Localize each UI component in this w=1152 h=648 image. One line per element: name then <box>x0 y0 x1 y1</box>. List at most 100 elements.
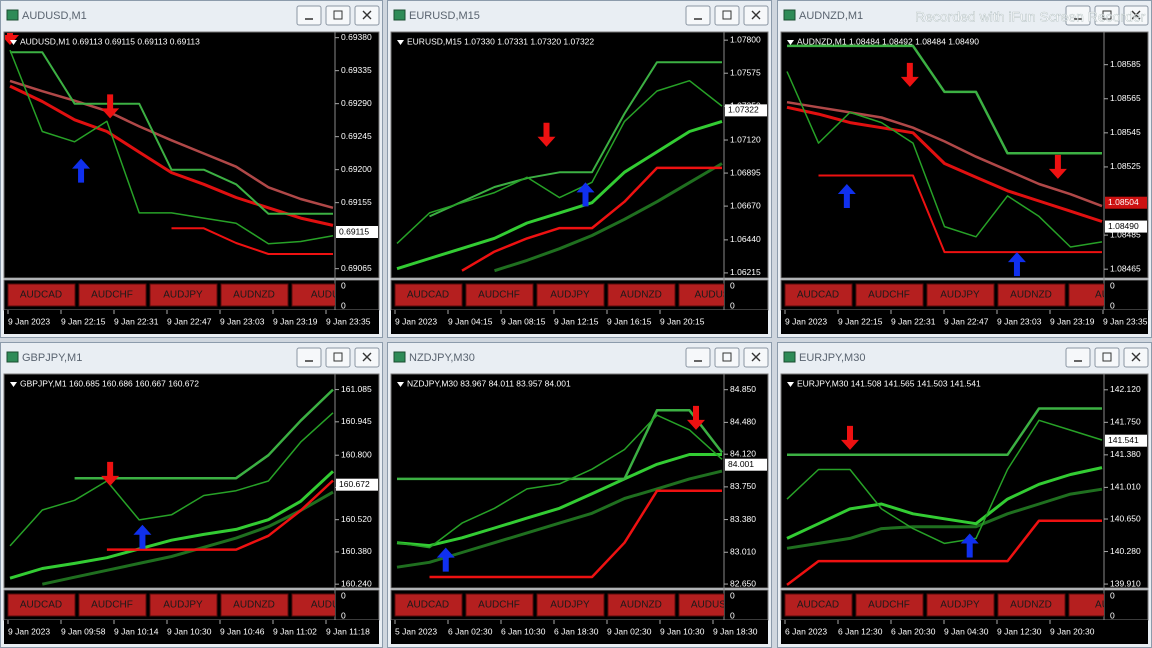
maximize-button[interactable] <box>714 5 740 26</box>
close-button[interactable] <box>354 347 380 368</box>
symbol-button[interactable]: AUDJPY <box>536 283 605 307</box>
indicator-line <box>9 412 334 547</box>
minimize-box <box>685 5 711 26</box>
maximize-button[interactable] <box>714 347 740 368</box>
header-triangle <box>397 40 404 45</box>
symbol-button[interactable]: AUDNZD <box>607 283 676 307</box>
y-tick-label: 1.07575 <box>730 67 761 77</box>
symbol-button[interactable]: AUDCHF <box>78 283 147 307</box>
close-glyph <box>362 352 372 362</box>
symbol-button[interactable]: AUDCAD <box>784 593 853 617</box>
symbol-button[interactable]: AUDUSD <box>678 593 746 617</box>
minimize-button[interactable] <box>685 347 711 368</box>
indicator-line <box>106 479 334 551</box>
maximize-button[interactable] <box>325 5 351 26</box>
symbol-button[interactable]: AUDCAD <box>784 283 853 307</box>
symbol-button[interactable]: AUDCHF <box>465 283 534 307</box>
maximize-button[interactable] <box>325 347 351 368</box>
indicator-line <box>396 453 722 548</box>
close-glyph <box>751 10 761 20</box>
symbol-button[interactable]: AUDU <box>291 283 359 307</box>
symbol-button[interactable]: AUDNZD <box>220 283 289 307</box>
maximize-box <box>1094 5 1120 26</box>
time-label: 6 Jan 10:30 <box>501 626 546 636</box>
symbol-button[interactable]: AUDJPY <box>149 593 218 617</box>
close-button[interactable] <box>1123 347 1149 368</box>
symbol-button[interactable]: AUDJPY <box>926 283 995 307</box>
header-triangle <box>787 40 794 45</box>
symbol-button[interactable]: AU <box>1068 283 1136 307</box>
chart-window: EURJPY,M30 142.120 141.750 141.380 141.010 14… <box>777 342 1152 648</box>
minimize-button[interactable] <box>296 347 322 368</box>
symbol-button[interactable]: AUDCHF <box>78 593 147 617</box>
minimize-box <box>296 347 322 368</box>
symbol-button-box <box>78 593 147 617</box>
symbol-buttons: AUDCAD AUDCHF AUDJPY AUDNZD AU <box>784 593 1136 617</box>
symbol-button[interactable]: AUDCAD <box>394 593 463 617</box>
indicator-tick-label: 0 <box>730 280 735 290</box>
close-button[interactable] <box>354 5 380 26</box>
y-tick-label: 0.69200 <box>341 164 372 174</box>
minimize-button[interactable] <box>296 5 322 26</box>
symbol-button-box <box>394 283 463 307</box>
time-label: 9 Jan 2023 <box>8 626 50 636</box>
symbol-button-label: AUDCAD <box>407 290 449 301</box>
sell-arrow <box>687 405 705 430</box>
symbol-button[interactable]: AUDU <box>291 593 359 617</box>
symbol-button[interactable]: AUDJPY <box>926 593 995 617</box>
minimize-button[interactable] <box>685 5 711 26</box>
symbol-button[interactable]: AUDJPY <box>149 283 218 307</box>
time-label: 9 Jan 23:03 <box>997 316 1042 326</box>
symbol-button[interactable]: AUDUS <box>678 283 746 307</box>
symbol-button-label: AUDNZD <box>620 600 662 611</box>
header-triangle <box>10 40 17 45</box>
close-button[interactable] <box>743 347 769 368</box>
symbol-button[interactable]: AUDNZD <box>607 593 676 617</box>
maximize-button[interactable] <box>1094 5 1120 26</box>
close-glyph <box>362 10 372 20</box>
symbol-button[interactable]: AUDCHF <box>855 593 924 617</box>
symbol-button-label: AUDCAD <box>797 600 839 611</box>
indicator-line <box>397 409 723 481</box>
symbol-button[interactable]: AUDNZD <box>220 593 289 617</box>
time-label: 9 Jan 10:30 <box>167 626 212 636</box>
symbol-button[interactable]: AUDNZD <box>997 283 1066 307</box>
symbol-button[interactable]: AUDCHF <box>465 593 534 617</box>
symbol-button-label: AUDNZD <box>233 600 275 611</box>
indicator-tick-label: 0 <box>1110 590 1115 600</box>
maximize-button[interactable] <box>1094 347 1120 368</box>
plot <box>5 33 334 255</box>
indicator-line <box>787 44 1102 155</box>
indicator-line <box>786 466 1103 540</box>
chart-header-text: AUDNZD,M1 1.08484 1.08492 1.08484 1.0849… <box>797 36 979 46</box>
maximize-glyph <box>333 352 343 362</box>
indicator-line <box>171 227 333 255</box>
symbol-button[interactable]: AUDCAD <box>394 283 463 307</box>
chart-window: GBPJPY,M1161.085160.945160.800160.660160… <box>0 342 383 648</box>
close-glyph <box>1131 352 1141 362</box>
symbol-button-box <box>997 283 1066 307</box>
y-tick-label: 83.010 <box>730 547 756 557</box>
symbol-button[interactable]: AUDCAD <box>7 283 76 307</box>
minimize-button[interactable] <box>1065 5 1091 26</box>
indicator-line <box>787 407 1102 457</box>
header-triangle <box>397 382 404 387</box>
symbol-button[interactable]: AU <box>1068 593 1136 617</box>
window-icon <box>6 9 19 21</box>
time-label: 5 Jan 2023 <box>395 626 437 636</box>
indicator-line <box>396 414 723 549</box>
close-button[interactable] <box>1123 5 1149 26</box>
symbol-button[interactable]: AUDJPY <box>536 593 605 617</box>
symbol-button[interactable]: AUDCAD <box>7 593 76 617</box>
symbol-button[interactable]: AUDNZD <box>997 593 1066 617</box>
close-button[interactable] <box>743 5 769 26</box>
indicator-line <box>494 162 723 273</box>
indicator-tick-label: 0 <box>730 300 735 310</box>
time-label: 9 Jan 04:30 <box>944 626 989 636</box>
minimize-button[interactable] <box>1065 347 1091 368</box>
symbol-button-label: AUDJPY <box>940 290 980 301</box>
watermark: Recorded with iFun Screen Recorder <box>915 9 1146 25</box>
symbol-button[interactable]: AUDCHF <box>855 283 924 307</box>
price-label: 0.69115 <box>339 226 369 236</box>
